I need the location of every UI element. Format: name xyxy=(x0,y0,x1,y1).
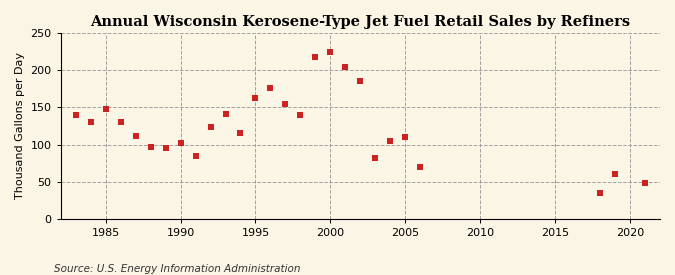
Point xyxy=(355,78,366,83)
Point xyxy=(101,107,111,111)
Point xyxy=(385,139,396,143)
Point xyxy=(265,86,276,90)
Point xyxy=(130,133,141,138)
Point xyxy=(70,112,81,117)
Y-axis label: Thousand Gallons per Day: Thousand Gallons per Day xyxy=(15,53,25,199)
Point xyxy=(220,112,231,116)
Point xyxy=(595,191,605,195)
Point xyxy=(160,146,171,150)
Point xyxy=(295,112,306,117)
Point xyxy=(176,141,186,145)
Point xyxy=(205,125,216,130)
Point xyxy=(250,95,261,100)
Title: Annual Wisconsin Kerosene-Type Jet Fuel Retail Sales by Refiners: Annual Wisconsin Kerosene-Type Jet Fuel … xyxy=(90,15,630,29)
Point xyxy=(610,172,620,177)
Text: Source: U.S. Energy Information Administration: Source: U.S. Energy Information Administ… xyxy=(54,264,300,274)
Point xyxy=(190,154,201,159)
Point xyxy=(145,145,156,149)
Point xyxy=(310,54,321,59)
Point xyxy=(280,101,291,106)
Point xyxy=(340,65,351,69)
Point xyxy=(325,50,335,54)
Point xyxy=(640,181,651,185)
Point xyxy=(370,156,381,160)
Point xyxy=(400,135,410,139)
Point xyxy=(235,131,246,136)
Point xyxy=(85,120,96,125)
Point xyxy=(115,120,126,125)
Point xyxy=(415,165,426,169)
